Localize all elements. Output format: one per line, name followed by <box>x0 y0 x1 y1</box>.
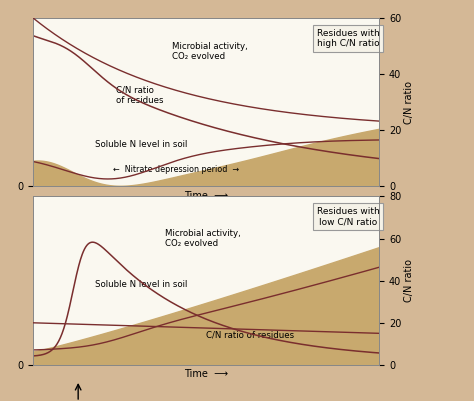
Text: Soluble N level in soil: Soluble N level in soil <box>95 140 188 149</box>
Text: Microbial activity,
CO₂ evolved: Microbial activity, CO₂ evolved <box>164 229 240 248</box>
Text: Soluble N level in soil: Soluble N level in soil <box>95 279 188 289</box>
Text: C/N ratio
of residues: C/N ratio of residues <box>116 86 164 105</box>
X-axis label: Time  ⟶: Time ⟶ <box>184 369 228 379</box>
Text: Residues with
low C/N ratio: Residues with low C/N ratio <box>317 207 379 227</box>
Text: ←  Nitrate depression period  →: ← Nitrate depression period → <box>113 165 239 174</box>
X-axis label: Time  ⟶: Time ⟶ <box>184 190 228 200</box>
Y-axis label: C/N ratio: C/N ratio <box>404 81 414 124</box>
Text: C/N ratio of residues: C/N ratio of residues <box>206 330 294 339</box>
Text: Residues with
high C/N ratio: Residues with high C/N ratio <box>317 28 379 48</box>
Y-axis label: C/N ratio: C/N ratio <box>404 259 414 302</box>
Text: Microbial activity,
CO₂ evolved: Microbial activity, CO₂ evolved <box>172 42 247 61</box>
